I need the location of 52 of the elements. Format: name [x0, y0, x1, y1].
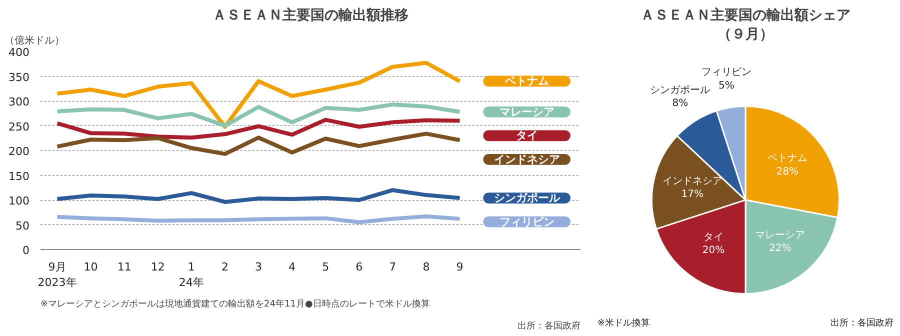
data-label: 28% — [776, 166, 799, 178]
text: 出所：各国政府 — [830, 318, 894, 329]
slice-label: シンガポール — [650, 84, 710, 96]
y-tick-label: 400 — [8, 46, 30, 59]
data-label: 17% — [681, 189, 704, 200]
x-tick-label: 1 24年 — [178, 260, 204, 290]
x-tick-label: 2 — [221, 260, 228, 274]
y-tick-label: 0 — [22, 244, 30, 257]
chart-title: ＡＳＥＡＮ主要国の輸出額シェア（９月） — [640, 6, 850, 43]
text: インドネシア — [494, 152, 560, 166]
line-series — [55, 132, 462, 156]
slice-label: ベトナム — [767, 153, 808, 164]
slice-label: インドネシア — [662, 176, 722, 187]
y-tick-label: 250 — [8, 120, 30, 134]
x-tick-label: 4 — [288, 260, 296, 274]
x-tick-label: 6 — [356, 260, 363, 274]
line-series — [55, 60, 462, 129]
text: ベトナム — [504, 74, 549, 88]
text: シンガポール — [494, 192, 561, 205]
data-label: 8% — [672, 98, 688, 109]
text: ※米ドル換算 — [597, 318, 650, 329]
text: タイ — [516, 129, 538, 142]
data-label: 5% — [718, 80, 734, 92]
y-tick-label: 350 — [8, 70, 30, 84]
y-tick-label: 200 — [8, 145, 30, 158]
y-tick-label: 150 — [8, 170, 30, 183]
slice-label: フィリピン — [701, 67, 752, 78]
slice-label: タイ — [704, 232, 724, 243]
x-tick-label: 11 — [117, 260, 132, 274]
text: ※マレーシアとシンガポールは現地通貨建ての輸出額を24年11月●日時点のレートで米ドル換算 — [40, 298, 430, 310]
x-tick-label: 12 — [150, 260, 165, 274]
y-axis-title: （億米ドル） — [4, 34, 64, 46]
x-tick-label: 8 — [422, 260, 430, 274]
x-tick-label: 7 — [389, 260, 396, 274]
y-tick-label: 300 — [8, 96, 30, 108]
slice-label: マレーシア — [755, 230, 806, 241]
line-series — [55, 118, 462, 140]
x-tick-label: 10 — [84, 260, 98, 274]
x-tick-label: 9 — [456, 260, 464, 274]
text: フィリピン — [499, 215, 554, 228]
x-tick-label: 3 — [255, 260, 262, 274]
x-tick-label: 5 — [322, 260, 330, 274]
line-series — [55, 102, 462, 128]
text: マレーシア — [499, 105, 554, 118]
data-label: 22% — [769, 243, 792, 254]
x-tick-label: 9月 2023年 — [38, 260, 77, 290]
y-tick-label: 50 — [16, 219, 30, 232]
text: 出所：各国政府 — [518, 320, 580, 332]
y-tick-label: 100 — [8, 194, 30, 208]
line-series — [55, 188, 462, 204]
data-label: 20% — [702, 245, 725, 256]
chart-title: ＡＳＥＡＮ主要国の輸出額推移 — [212, 6, 408, 24]
